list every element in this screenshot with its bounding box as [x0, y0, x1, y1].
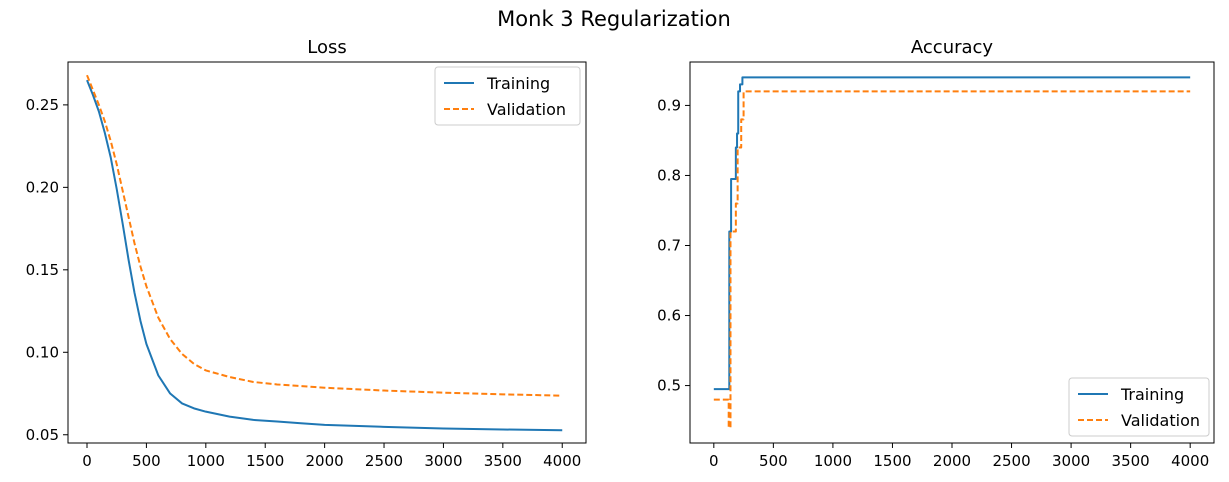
x-tick-label: 2500: [365, 452, 403, 470]
axes-frame: [67, 61, 587, 444]
panel-accuracy: Accuracy 0 500 1000 1500 2000 2500 3000 3500 4000…: [657, 37, 1215, 470]
x-tick-label: 3000: [424, 452, 462, 470]
y-tick-label: 0.8: [657, 166, 681, 184]
legend: Training Validation: [1068, 377, 1210, 437]
figure-title: Monk 3 Regularization: [497, 7, 731, 31]
x-tick-label: 2500: [992, 452, 1030, 470]
y-tick-label: 0.9: [657, 96, 681, 114]
y-tick-label: 0.25: [26, 96, 59, 114]
y-tick-label: 0.10: [26, 343, 59, 361]
x-tick-label: 0: [709, 452, 719, 470]
series-line-training: [713, 76, 1191, 391]
y-tick-label: 0.15: [26, 261, 59, 279]
x-tick-label: 1000: [187, 452, 225, 470]
x-tick-label: 2000: [933, 452, 971, 470]
panel-loss: Loss 0 500 1000 1500 2000 2500 3000 3500 4000 0.05…: [26, 37, 587, 470]
panel-title: Loss: [307, 37, 346, 58]
x-tick-label: 3500: [1112, 452, 1150, 470]
x-tick-label: 3500: [484, 452, 522, 470]
x-tick-label: 500: [759, 452, 788, 470]
panel-title: Accuracy: [911, 37, 994, 58]
y-tick-label: 0.6: [657, 307, 681, 325]
x-tick-label: 1500: [246, 452, 284, 470]
legend-label-validation: Validation: [1121, 411, 1200, 430]
x-tick-label: 0: [82, 452, 92, 470]
series-line-validation: [713, 90, 1191, 429]
x-tick-label: 4000: [543, 452, 581, 470]
x-tick-label: 1000: [814, 452, 852, 470]
legend-label-training: Training: [486, 74, 550, 93]
series-line-validation: [86, 74, 563, 397]
y-tick-label: 0.7: [657, 236, 681, 254]
legend-label-training: Training: [1120, 385, 1184, 404]
x-tick-label: 500: [132, 452, 161, 470]
x-tick-label: 2000: [306, 452, 344, 470]
y-tick-label: 0.05: [26, 426, 59, 444]
x-tick-label: 4000: [1171, 452, 1209, 470]
y-tick-label: 0.5: [657, 377, 681, 395]
legend-box: [1068, 377, 1210, 437]
legend-label-validation: Validation: [487, 100, 566, 119]
x-tick-label: 3000: [1052, 452, 1090, 470]
legend-box: [434, 66, 581, 126]
series-line-training: [86, 79, 563, 432]
legend: Training Validation: [434, 66, 581, 126]
y-tick-label: 0.20: [26, 178, 59, 196]
x-tick-label: 1500: [873, 452, 911, 470]
